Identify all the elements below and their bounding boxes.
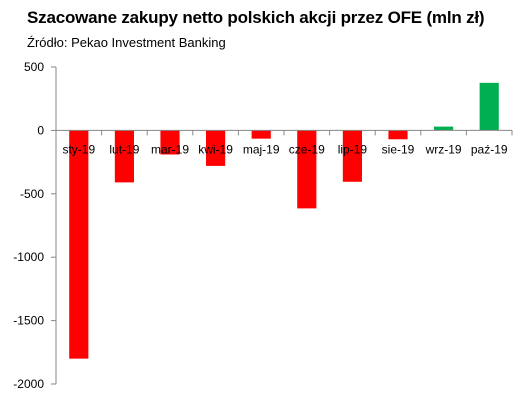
x-tick-label: paź-19 — [471, 142, 508, 156]
x-tick-label: sty-19 — [62, 142, 95, 156]
bar-wrz-19 — [434, 126, 454, 131]
bar-kwi-19 — [206, 130, 226, 166]
y-tick-label: -500 — [20, 187, 44, 201]
y-tick-label: -2000 — [13, 377, 44, 391]
bar-maj-19 — [251, 130, 271, 139]
x-tick-label: sie-19 — [382, 142, 415, 156]
x-tick-label: kwi-19 — [198, 142, 233, 156]
x-tick-label: cze-19 — [289, 142, 325, 156]
chart-title: Szacowane zakupy netto polskich akcji pr… — [27, 8, 485, 27]
chart-subtitle: Źródło: Pekao Investment Banking — [27, 35, 226, 50]
y-tick-label: -1000 — [13, 250, 44, 264]
y-tick-label: -1500 — [13, 314, 44, 328]
bar-lut-19 — [114, 130, 134, 183]
bar-cze-19 — [297, 130, 317, 209]
y-tick-label: 500 — [24, 60, 44, 74]
x-tick-label: wrz-19 — [425, 142, 462, 156]
x-tick-label: lut-19 — [109, 142, 139, 156]
x-tick-label: mar-19 — [151, 142, 189, 156]
bar-lip-19 — [342, 130, 362, 182]
bar-mar-19 — [160, 130, 180, 155]
x-tick-label: maj-19 — [243, 142, 280, 156]
bar-paź-19 — [479, 82, 499, 131]
bar-sty-19 — [69, 130, 89, 359]
x-tick-label: lip-19 — [338, 142, 368, 156]
y-tick-label: 0 — [37, 123, 44, 137]
bar-sie-19 — [388, 130, 408, 140]
